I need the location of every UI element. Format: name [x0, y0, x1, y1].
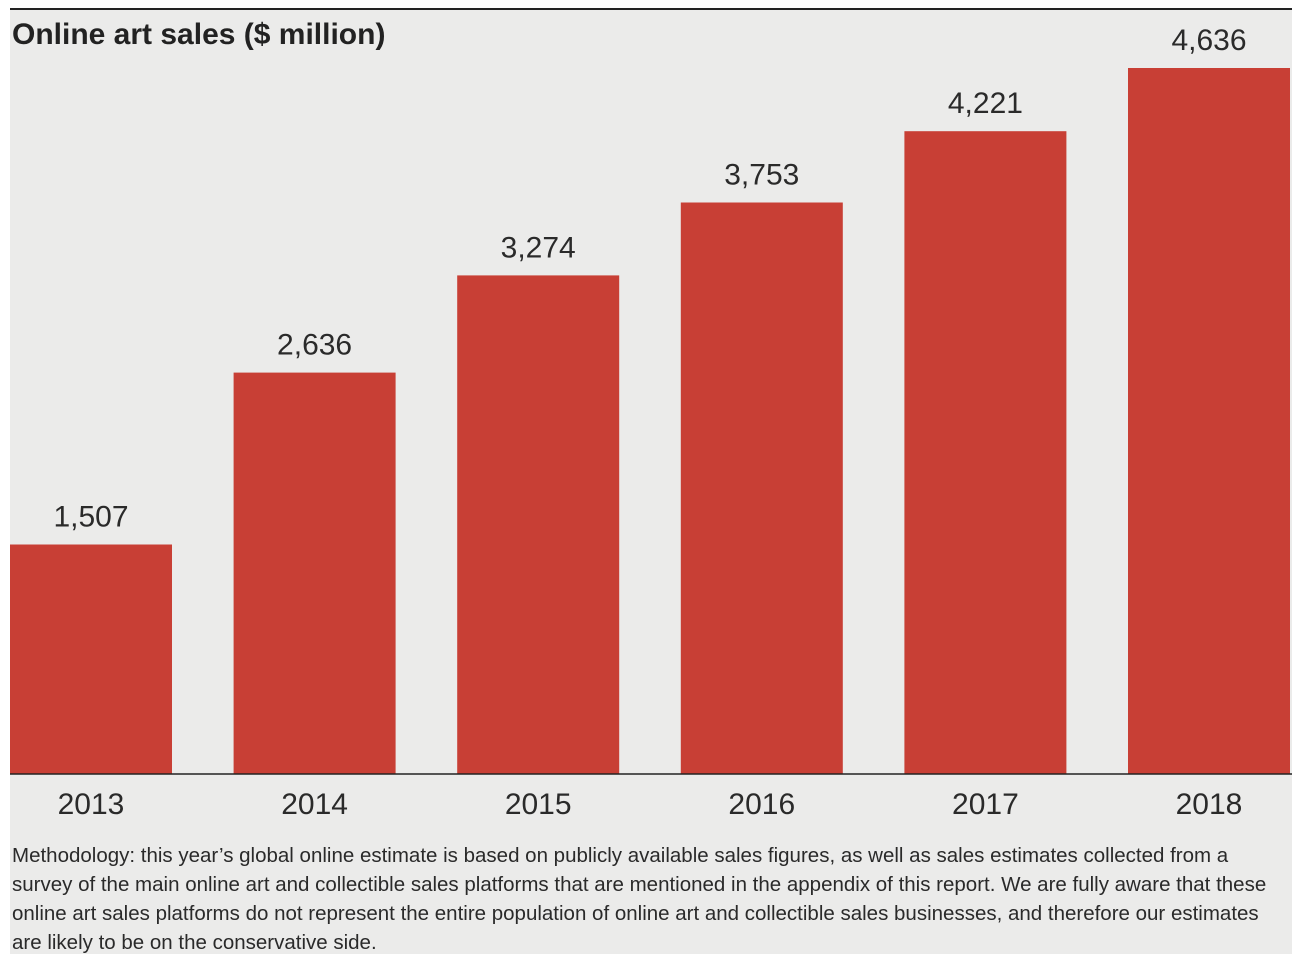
- value-label-2017: 4,221: [948, 87, 1023, 120]
- x-tick-label-2018: 2018: [1176, 788, 1243, 821]
- x-tick-label-2016: 2016: [728, 788, 795, 821]
- chart-title: Online art sales ($ million): [12, 18, 386, 51]
- x-tick-labels-group: 2013 2014 2015 2016 2017 2018: [58, 788, 1243, 821]
- value-labels-group: 1,507 2,636 3,274 3,753 4,221 4,636: [53, 24, 1246, 534]
- bars-group: [10, 68, 1290, 774]
- bar-2018: [1128, 68, 1290, 774]
- x-tick-label-2015: 2015: [505, 788, 572, 821]
- x-tick-label-2017: 2017: [952, 788, 1019, 821]
- value-label-2014: 2,636: [277, 329, 352, 362]
- value-label-2015: 3,274: [501, 231, 576, 264]
- bar-2017: [904, 131, 1067, 774]
- x-tick-label-2013: 2013: [58, 788, 125, 821]
- value-label-2013: 1,507: [53, 501, 128, 534]
- methodology-note: Methodology: this year’s global online e…: [12, 844, 1267, 954]
- bar-2013: [10, 544, 172, 774]
- value-label-2016: 3,753: [724, 159, 799, 192]
- value-label-2018: 4,636: [1171, 24, 1246, 57]
- bar-2016: [680, 202, 843, 774]
- x-tick-label-2014: 2014: [281, 788, 348, 821]
- bar-2014: [233, 372, 396, 774]
- bar-2015: [457, 275, 620, 774]
- chart-figure: 1,507 2,636 3,274 3,753 4,221 4,636 2013 2014 2…: [10, 8, 1292, 954]
